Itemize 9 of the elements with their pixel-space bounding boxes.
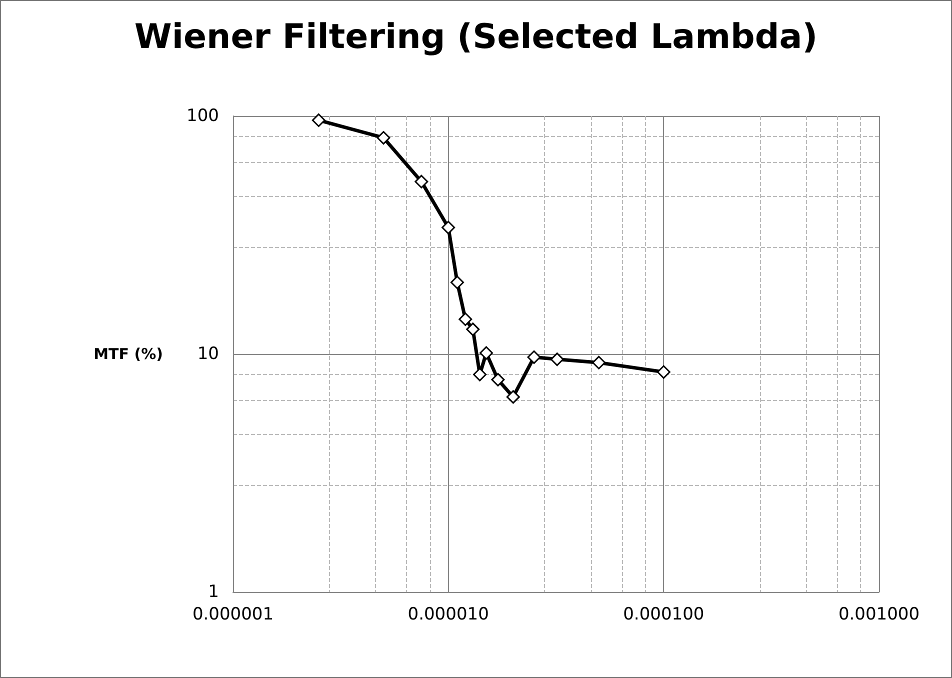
y-axis-title: MTF (%) xyxy=(94,345,163,363)
y-tick-label: 1 xyxy=(208,582,219,602)
x-tick-label: 0.001000 xyxy=(838,604,920,624)
x-tick-label: 0.000010 xyxy=(408,604,489,624)
chart-title: Wiener Filtering (Selected Lambda) xyxy=(134,17,818,57)
x-tick-label: 0.000100 xyxy=(623,604,704,624)
x-tick-label: 0.000001 xyxy=(192,604,274,624)
y-tick-label: 10 xyxy=(197,344,219,364)
y-tick-label: 100 xyxy=(186,106,219,126)
